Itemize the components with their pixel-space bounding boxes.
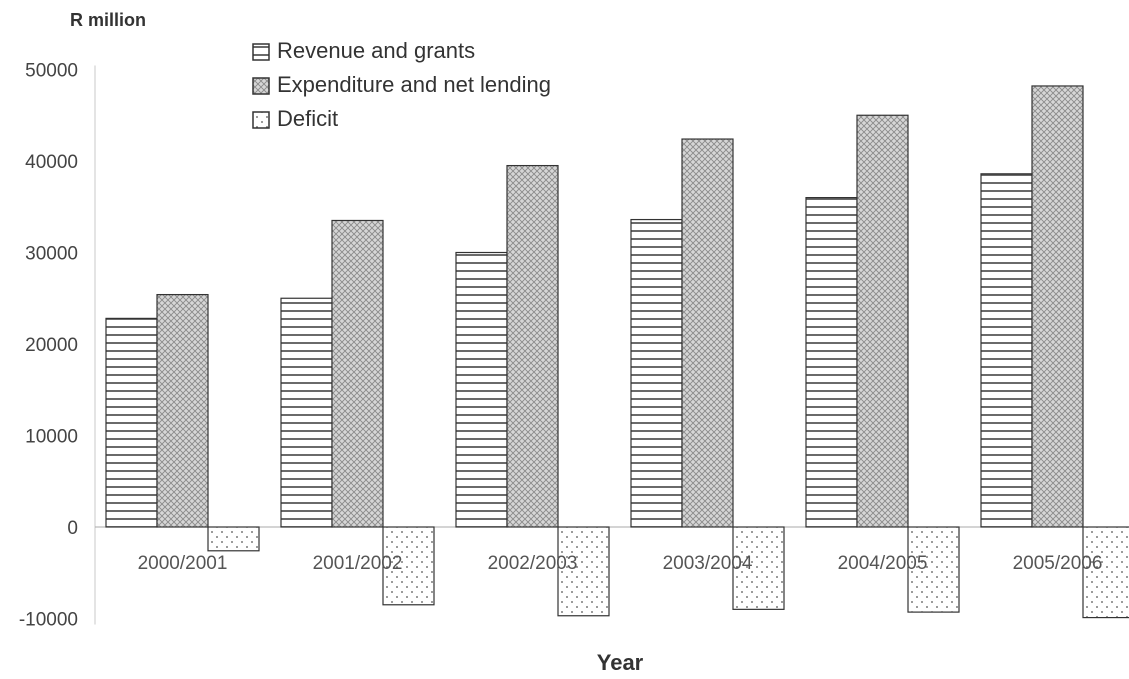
bar-crosshatch: [856, 114, 909, 528]
bar-crosshatch: [1031, 85, 1084, 528]
x-category-label: 2004/2005: [838, 553, 928, 574]
x-category-label: 2005/2006: [1013, 553, 1103, 574]
bar-horizontal-stripes: [630, 218, 683, 528]
bar-horizontal-stripes: [805, 197, 858, 528]
x-category-label: 2001/2002: [313, 553, 403, 574]
y-tick-label: 0: [67, 518, 78, 539]
y-tick-label: 10000: [25, 427, 78, 448]
bar-crosshatch: [506, 164, 559, 528]
legend-swatch: [252, 77, 270, 95]
x-axis-label: Year: [597, 650, 644, 675]
legend-swatch: [252, 43, 270, 61]
legend: Revenue and grants Expenditure and net le…: [252, 38, 551, 131]
legend-entry: Revenue and grants: [277, 38, 475, 63]
y-axis-label: R million: [70, 10, 146, 30]
bar-crosshatch: [681, 138, 734, 528]
x-category-label: 2003/2004: [663, 553, 753, 574]
y-axis: 50000 40000 30000 20000 10000 0 -10000: [19, 61, 1129, 631]
legend-entry: Deficit: [277, 106, 338, 131]
bar-dots: [1082, 526, 1129, 619]
bar-horizontal-stripes: [280, 297, 333, 528]
y-tick-label: 30000: [25, 244, 78, 265]
bar-dots: [557, 526, 610, 617]
legend-swatch: [252, 111, 270, 129]
bar-crosshatch: [156, 293, 209, 528]
bar-crosshatch: [331, 219, 384, 528]
bar-horizontal-stripes: [455, 251, 508, 528]
bar-dots: [382, 526, 435, 606]
bar-horizontal-stripes: [105, 317, 158, 528]
bar-dots: [732, 526, 785, 610]
bar-dots: [207, 526, 260, 552]
bar-horizontal-stripes: [980, 173, 1033, 528]
y-tick-label: 50000: [25, 61, 78, 82]
legend-entry: Expenditure and net lending: [277, 72, 551, 97]
category-labels: 2000/2001 2001/2002 2002/2003 2003/2004 2004…: [138, 553, 1103, 574]
x-category-label: 2002/2003: [488, 553, 578, 574]
bar-dots: [907, 526, 960, 613]
y-tick-label: 40000: [25, 152, 78, 173]
y-tick-label: 20000: [25, 335, 78, 356]
y-tick-label: -10000: [19, 610, 78, 631]
bars: [105, 85, 1129, 619]
x-category-label: 2000/2001: [138, 553, 228, 574]
